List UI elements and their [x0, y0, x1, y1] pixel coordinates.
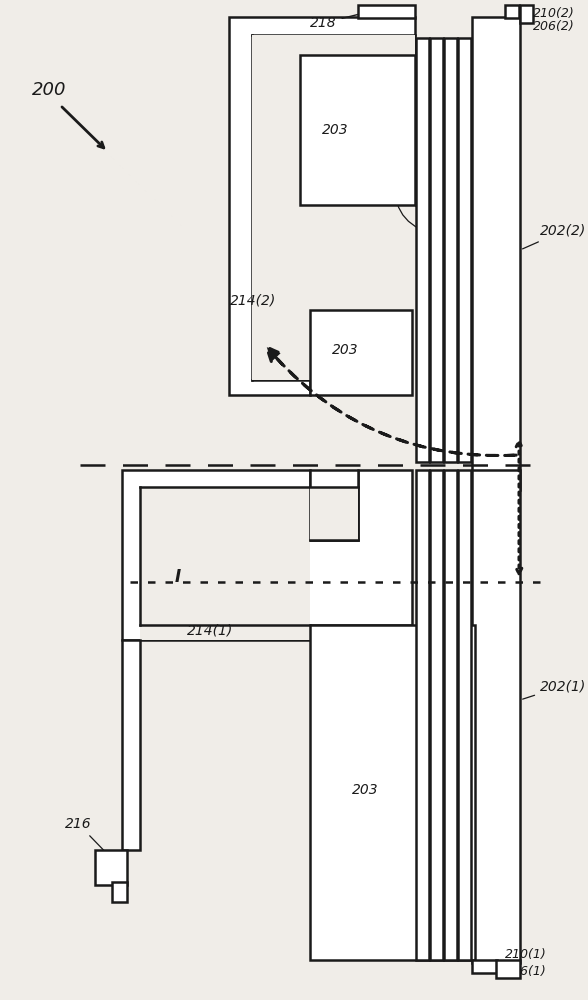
- Polygon shape: [300, 55, 415, 205]
- Polygon shape: [444, 470, 457, 960]
- Polygon shape: [229, 17, 415, 395]
- Text: 212(1): 212(1): [364, 662, 419, 699]
- Polygon shape: [122, 640, 140, 850]
- Polygon shape: [458, 38, 471, 462]
- Text: 203: 203: [352, 783, 378, 797]
- Text: 206(1): 206(1): [498, 965, 547, 978]
- Text: 200: 200: [32, 81, 66, 99]
- Text: 208(2): 208(2): [394, 190, 436, 238]
- Polygon shape: [472, 17, 520, 490]
- Text: 204(2): 204(2): [414, 195, 456, 248]
- Text: 210(2): 210(2): [513, 7, 574, 20]
- Polygon shape: [505, 5, 519, 18]
- Polygon shape: [416, 38, 429, 462]
- Polygon shape: [310, 470, 358, 540]
- Polygon shape: [112, 882, 127, 902]
- Polygon shape: [95, 850, 127, 885]
- Polygon shape: [472, 470, 520, 963]
- FancyArrowPatch shape: [267, 347, 516, 456]
- Text: 214(1): 214(1): [187, 623, 233, 637]
- Polygon shape: [252, 35, 415, 380]
- Polygon shape: [430, 38, 443, 462]
- Polygon shape: [520, 5, 533, 23]
- Polygon shape: [416, 470, 429, 960]
- Text: 210(1): 210(1): [477, 948, 547, 967]
- Text: I: I: [175, 568, 181, 586]
- Text: 212(2): 212(2): [374, 185, 419, 229]
- Polygon shape: [310, 625, 475, 960]
- Text: 216: 216: [65, 817, 116, 863]
- Text: 208(1): 208(1): [384, 672, 433, 714]
- Polygon shape: [310, 487, 358, 540]
- Text: 202(2): 202(2): [523, 224, 586, 249]
- Polygon shape: [122, 470, 412, 640]
- Polygon shape: [140, 487, 310, 640]
- Polygon shape: [496, 960, 520, 978]
- Text: 203: 203: [332, 343, 358, 357]
- Polygon shape: [358, 5, 415, 18]
- Text: 202(1): 202(1): [523, 679, 586, 699]
- Text: 218: 218: [310, 13, 365, 30]
- Polygon shape: [310, 310, 412, 395]
- Polygon shape: [472, 960, 497, 973]
- Polygon shape: [458, 470, 471, 960]
- Polygon shape: [444, 38, 457, 462]
- Text: 203: 203: [322, 123, 348, 137]
- Text: 214(2): 214(2): [230, 293, 276, 307]
- Polygon shape: [430, 470, 443, 960]
- Text: 204(1): 204(1): [402, 682, 448, 726]
- Text: 206(2): 206(2): [523, 11, 574, 33]
